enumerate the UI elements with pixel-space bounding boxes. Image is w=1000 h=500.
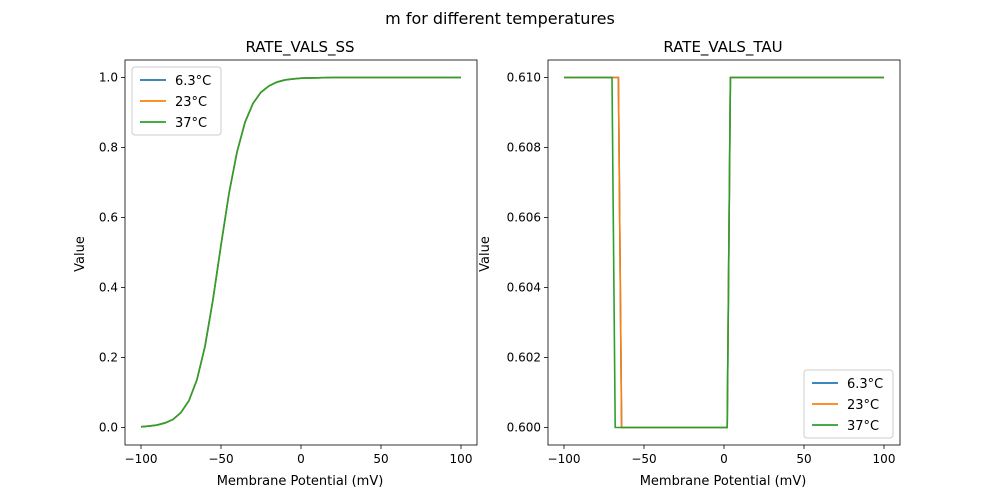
- right-ytick-label: 0.600: [507, 421, 541, 435]
- figure-suptitle: m for different temperatures: [385, 9, 615, 28]
- left-ytick-label: 0.6: [99, 211, 118, 225]
- right-axes-xlabel: Membrane Potential (mV): [640, 474, 807, 489]
- right-xtick-label: 0: [720, 452, 728, 466]
- right-ytick-label: 0.606: [507, 211, 541, 225]
- left-legend-label: 23°C: [175, 95, 207, 110]
- right-legend-label: 23°C: [847, 398, 879, 413]
- right-xtick-label: −100: [548, 452, 581, 466]
- left-ytick-label: 0.8: [99, 141, 118, 155]
- left-legend: 6.3°C 23°C 37°C: [131, 66, 222, 136]
- right-axes-frame: [547, 59, 901, 446]
- left-ytick-label: 0.4: [99, 281, 118, 295]
- left-legend-label: 6.3°C: [175, 74, 211, 89]
- left-xtick-label: 0: [297, 452, 305, 466]
- right-legend: 6.3°C 23°C 37°C: [803, 369, 894, 439]
- left-xtick-label: −100: [125, 452, 158, 466]
- right-xtick-label: −50: [631, 452, 656, 466]
- left-ytick-label: 1.0: [99, 71, 118, 85]
- left-series-line-3: [140, 76, 461, 428]
- right-xtick-label: 100: [873, 452, 896, 466]
- left-axes-frame: [124, 59, 478, 446]
- right-legend-box: [803, 369, 894, 439]
- left-axes-xlabel: Membrane Potential (mV): [217, 474, 384, 489]
- right-xtick-label: 50: [796, 452, 811, 466]
- right-legend-label: 37°C: [847, 419, 879, 434]
- left-legend-label: 37°C: [175, 116, 207, 131]
- right-ytick-label: 0.604: [507, 281, 541, 295]
- right-axes: RATE_VALS_TAU Membrane Potential (mV) Va…: [478, 38, 901, 489]
- left-xtick-label: 100: [450, 452, 473, 466]
- left-axes: RATE_VALS_SS Membrane Potential (mV) Val…: [73, 38, 478, 489]
- right-ytick-label: 0.602: [507, 351, 541, 365]
- right-ytick-label: 0.608: [507, 141, 541, 155]
- left-xtick-label: 50: [373, 452, 388, 466]
- left-axes-title: RATE_VALS_SS: [245, 38, 354, 57]
- left-legend-box: [131, 66, 222, 136]
- left-xtick-label: −50: [208, 452, 233, 466]
- right-legend-label: 6.3°C: [847, 377, 883, 392]
- left-axes-ylabel: Value: [73, 236, 88, 272]
- right-ytick-label: 0.610: [507, 71, 541, 85]
- left-ytick-label: 0.2: [99, 351, 118, 365]
- right-axes-ylabel: Value: [478, 236, 493, 272]
- right-series-line-3: [564, 76, 884, 429]
- left-ytick-label: 0.0: [99, 421, 118, 435]
- right-axes-title: RATE_VALS_TAU: [663, 38, 782, 57]
